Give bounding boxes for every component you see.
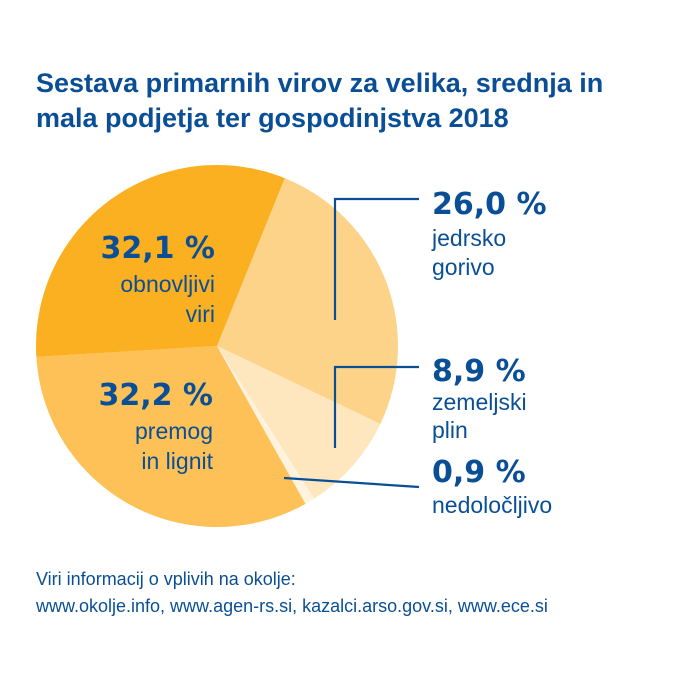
- slice-name-label: nedoločljivo: [432, 492, 552, 518]
- slice-value-label: 8,9 %: [432, 354, 526, 389]
- slice-name-label: premog: [135, 418, 213, 444]
- slice-name-label: in lignit: [141, 448, 213, 474]
- slice-value-label: 26,0 %: [432, 187, 547, 222]
- slice-name-label: jedrsko: [431, 225, 506, 251]
- slice-name-label: gorivo: [432, 254, 495, 280]
- slice-name-label: viri: [186, 301, 215, 327]
- slice-name-label: zemeljski: [432, 389, 527, 415]
- leader-line-zemeljski: [333, 365, 419, 448]
- slice-value-label: 32,1 %: [100, 231, 215, 266]
- pie-slice: [36, 346, 306, 527]
- slice-value-label: 0,9 %: [432, 455, 526, 490]
- pie-slice: [217, 178, 398, 424]
- title-line-2: mala podjetja ter gospodinjstva 2018: [36, 103, 509, 133]
- source-links: www.okolje.info, www.agen-rs.si, kazalci…: [36, 596, 548, 616]
- title-line-1: Sestava primarnih virov za velika, sredn…: [36, 68, 604, 98]
- slice-name-label: obnovljivi: [120, 271, 215, 297]
- slice-name-label: plin: [432, 417, 468, 443]
- pie-slice: [217, 346, 381, 499]
- pie-slices: [36, 165, 398, 527]
- source-note: Viri informacij o vplivih na okolje: www…: [36, 566, 666, 620]
- chart-title: Sestava primarnih virov za velika, sredn…: [36, 66, 656, 136]
- leader-line-nedolocljivo: [283, 476, 420, 489]
- pie-slice: [36, 165, 285, 357]
- pie-slice: [217, 346, 315, 504]
- leader-line-jedrsko: [333, 197, 419, 320]
- source-heading: Viri informacij o vplivih na okolje:: [36, 569, 296, 589]
- slice-value-label: 32,2 %: [98, 378, 213, 413]
